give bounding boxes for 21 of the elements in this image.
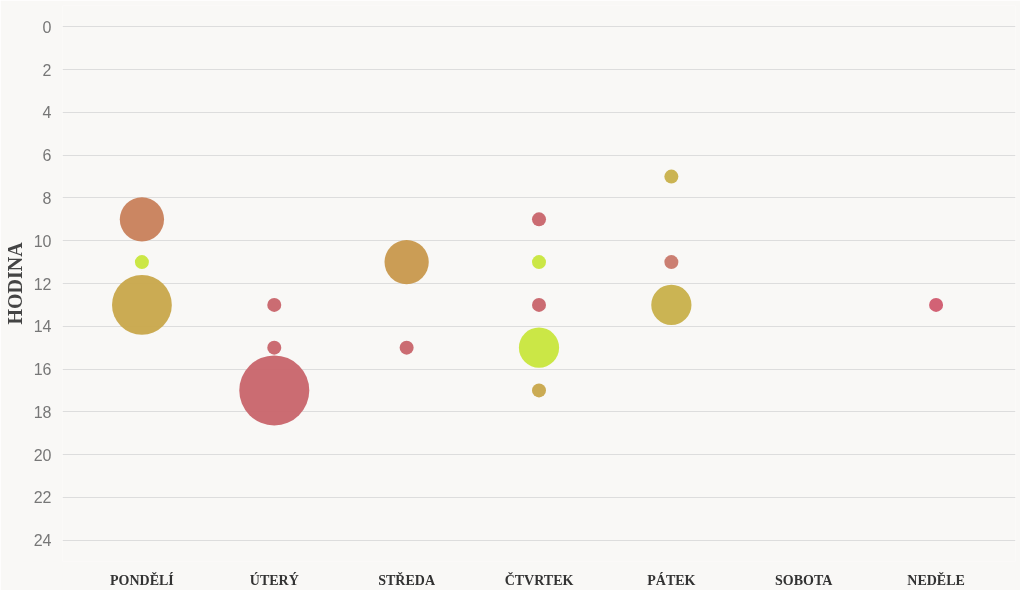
y-tick-label: 2 (42, 61, 52, 79)
y-tick-label: 4 (42, 104, 52, 122)
x-tick-label: NEDĚLE (907, 571, 965, 588)
y-tick-label: 16 (33, 361, 52, 379)
x-tick-label: ÚTERÝ (249, 571, 299, 588)
y-tick-label: 14 (33, 318, 52, 336)
x-tick-label: SOBOTA (775, 572, 834, 588)
y-tick-label: 20 (33, 446, 52, 464)
y-tick-label: 24 (33, 532, 52, 550)
y-axis-title: HODINA (3, 241, 26, 325)
y-tick-label: 8 (42, 189, 52, 207)
y-tick-label: 0 (42, 18, 52, 36)
x-tick-label: PONDĚLÍ (110, 571, 174, 588)
x-tick-label: ČTVRTEK (504, 571, 574, 588)
y-tick-label: 6 (42, 147, 52, 165)
x-tick-label: STŘEDA (378, 571, 436, 588)
y-tick-label: 10 (33, 232, 52, 250)
x-tick-label: PÁTEK (647, 571, 696, 588)
y-tick-label: 12 (33, 275, 52, 293)
y-tick-label: 22 (33, 489, 52, 507)
y-tick-label: 18 (33, 403, 52, 421)
